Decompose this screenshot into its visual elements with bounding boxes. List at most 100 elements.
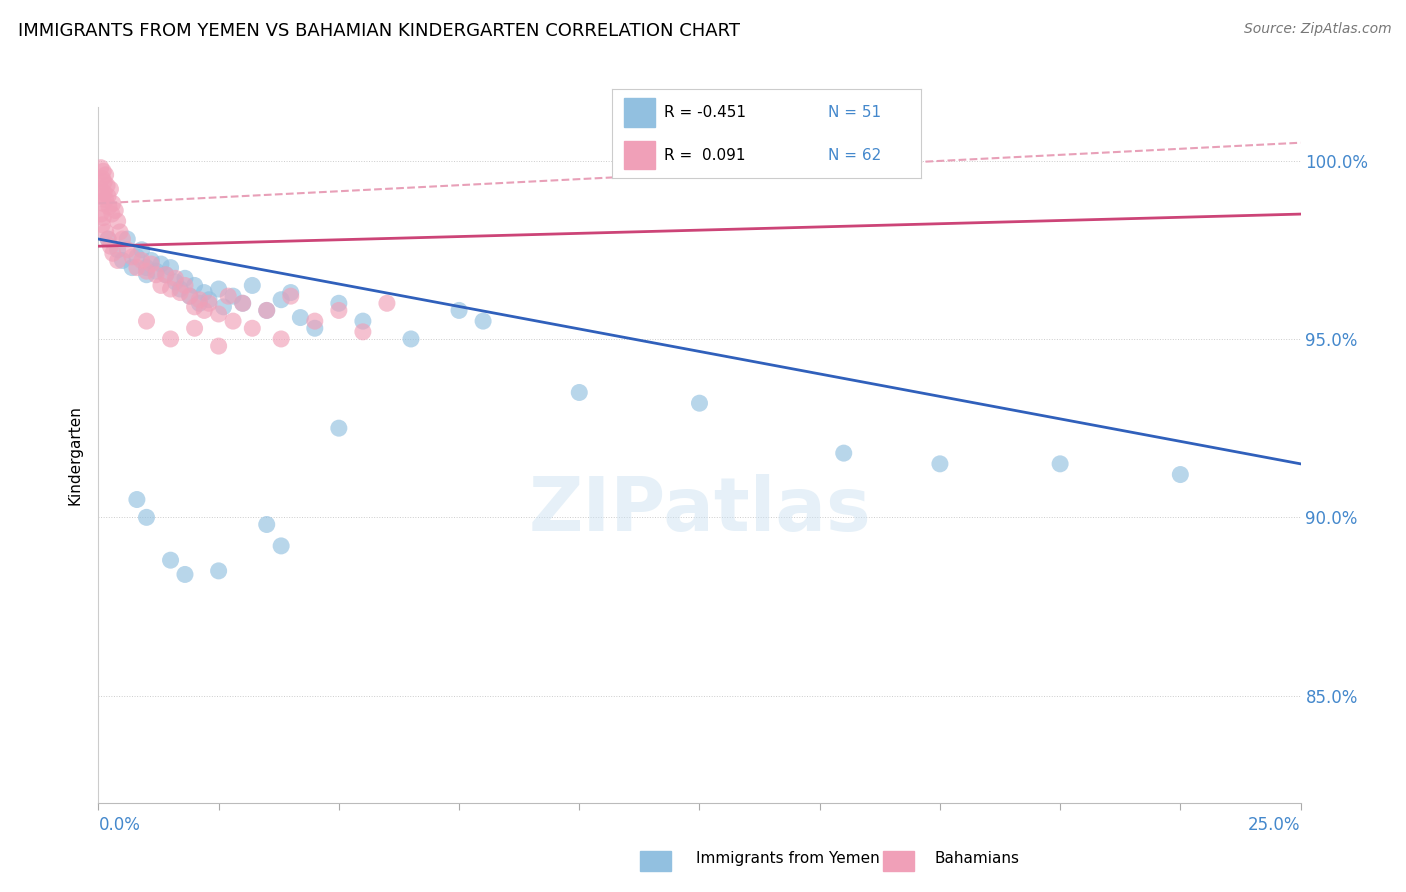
Point bbox=[290, 310, 312, 325]
Point bbox=[208, 307, 231, 321]
Bar bbox=[624, 141, 655, 169]
Point bbox=[125, 492, 148, 507]
Point bbox=[131, 253, 153, 268]
Point bbox=[111, 232, 134, 246]
Point bbox=[217, 289, 239, 303]
Text: ZIPatlas: ZIPatlas bbox=[529, 474, 870, 547]
Point bbox=[198, 296, 221, 310]
Point bbox=[108, 225, 131, 239]
Point bbox=[193, 285, 215, 300]
Point bbox=[193, 303, 215, 318]
Point bbox=[208, 339, 231, 353]
Point bbox=[98, 200, 121, 214]
Point bbox=[198, 293, 221, 307]
Point bbox=[208, 564, 231, 578]
Point bbox=[183, 300, 205, 314]
Point bbox=[107, 214, 129, 228]
Point bbox=[159, 553, 181, 567]
Text: Immigrants from Yemen: Immigrants from Yemen bbox=[696, 851, 880, 865]
Point bbox=[104, 203, 127, 218]
Point bbox=[159, 282, 181, 296]
Point bbox=[328, 421, 350, 435]
Point bbox=[155, 268, 177, 282]
Point bbox=[165, 271, 187, 285]
Point bbox=[91, 211, 114, 225]
Point bbox=[145, 268, 167, 282]
Point bbox=[1170, 467, 1192, 482]
Point bbox=[159, 260, 181, 275]
Point bbox=[101, 246, 124, 260]
Point bbox=[280, 289, 302, 303]
Point bbox=[174, 278, 197, 293]
Point bbox=[97, 189, 120, 203]
Point bbox=[91, 189, 114, 203]
Point bbox=[121, 260, 143, 275]
Point bbox=[135, 264, 157, 278]
Point bbox=[91, 164, 114, 178]
Point bbox=[135, 510, 157, 524]
Text: N = 62: N = 62 bbox=[828, 148, 882, 162]
Point bbox=[93, 175, 115, 189]
Point bbox=[100, 239, 122, 253]
Point bbox=[240, 321, 263, 335]
Y-axis label: Kindergarten: Kindergarten bbox=[67, 405, 83, 505]
Point bbox=[183, 278, 205, 293]
Point bbox=[90, 207, 112, 221]
Point bbox=[125, 260, 148, 275]
Point bbox=[472, 314, 495, 328]
Point bbox=[135, 268, 157, 282]
Text: R =  0.091: R = 0.091 bbox=[664, 148, 745, 162]
Point bbox=[375, 296, 398, 310]
Point bbox=[304, 314, 326, 328]
Point bbox=[107, 253, 129, 268]
Point bbox=[928, 457, 950, 471]
Point bbox=[280, 285, 302, 300]
Point bbox=[149, 278, 172, 293]
Point bbox=[689, 396, 711, 410]
Point bbox=[1049, 457, 1071, 471]
Point bbox=[232, 296, 254, 310]
Point bbox=[131, 243, 153, 257]
Point bbox=[183, 321, 205, 335]
Text: 25.0%: 25.0% bbox=[1249, 816, 1301, 834]
Point bbox=[352, 314, 374, 328]
Point bbox=[100, 182, 122, 196]
Point bbox=[174, 271, 197, 285]
Point bbox=[135, 260, 157, 275]
Point bbox=[96, 178, 118, 193]
Point bbox=[212, 300, 235, 314]
Point bbox=[101, 207, 124, 221]
Point bbox=[832, 446, 855, 460]
Point bbox=[135, 314, 157, 328]
Point bbox=[169, 282, 191, 296]
Point bbox=[155, 268, 177, 282]
Point bbox=[141, 253, 163, 268]
Point bbox=[90, 182, 112, 196]
Point bbox=[91, 196, 114, 211]
Point bbox=[179, 289, 201, 303]
Text: IMMIGRANTS FROM YEMEN VS BAHAMIAN KINDERGARTEN CORRELATION CHART: IMMIGRANTS FROM YEMEN VS BAHAMIAN KINDER… bbox=[18, 22, 741, 40]
Text: R = -0.451: R = -0.451 bbox=[664, 105, 747, 120]
Point bbox=[399, 332, 422, 346]
Point bbox=[208, 282, 231, 296]
Point bbox=[111, 253, 134, 268]
Point bbox=[169, 285, 191, 300]
Point bbox=[107, 243, 129, 257]
Point bbox=[328, 296, 350, 310]
Point bbox=[90, 161, 112, 175]
Point bbox=[270, 293, 292, 307]
Point bbox=[91, 171, 114, 186]
Point bbox=[159, 332, 181, 346]
Point bbox=[270, 539, 292, 553]
Point bbox=[304, 321, 326, 335]
Point bbox=[93, 186, 115, 200]
Point bbox=[232, 296, 254, 310]
Point bbox=[97, 232, 120, 246]
Point bbox=[97, 232, 120, 246]
Point bbox=[94, 193, 117, 207]
Point bbox=[125, 250, 148, 264]
Point bbox=[188, 296, 211, 310]
Point bbox=[165, 275, 187, 289]
Point bbox=[121, 250, 143, 264]
Point bbox=[222, 314, 245, 328]
